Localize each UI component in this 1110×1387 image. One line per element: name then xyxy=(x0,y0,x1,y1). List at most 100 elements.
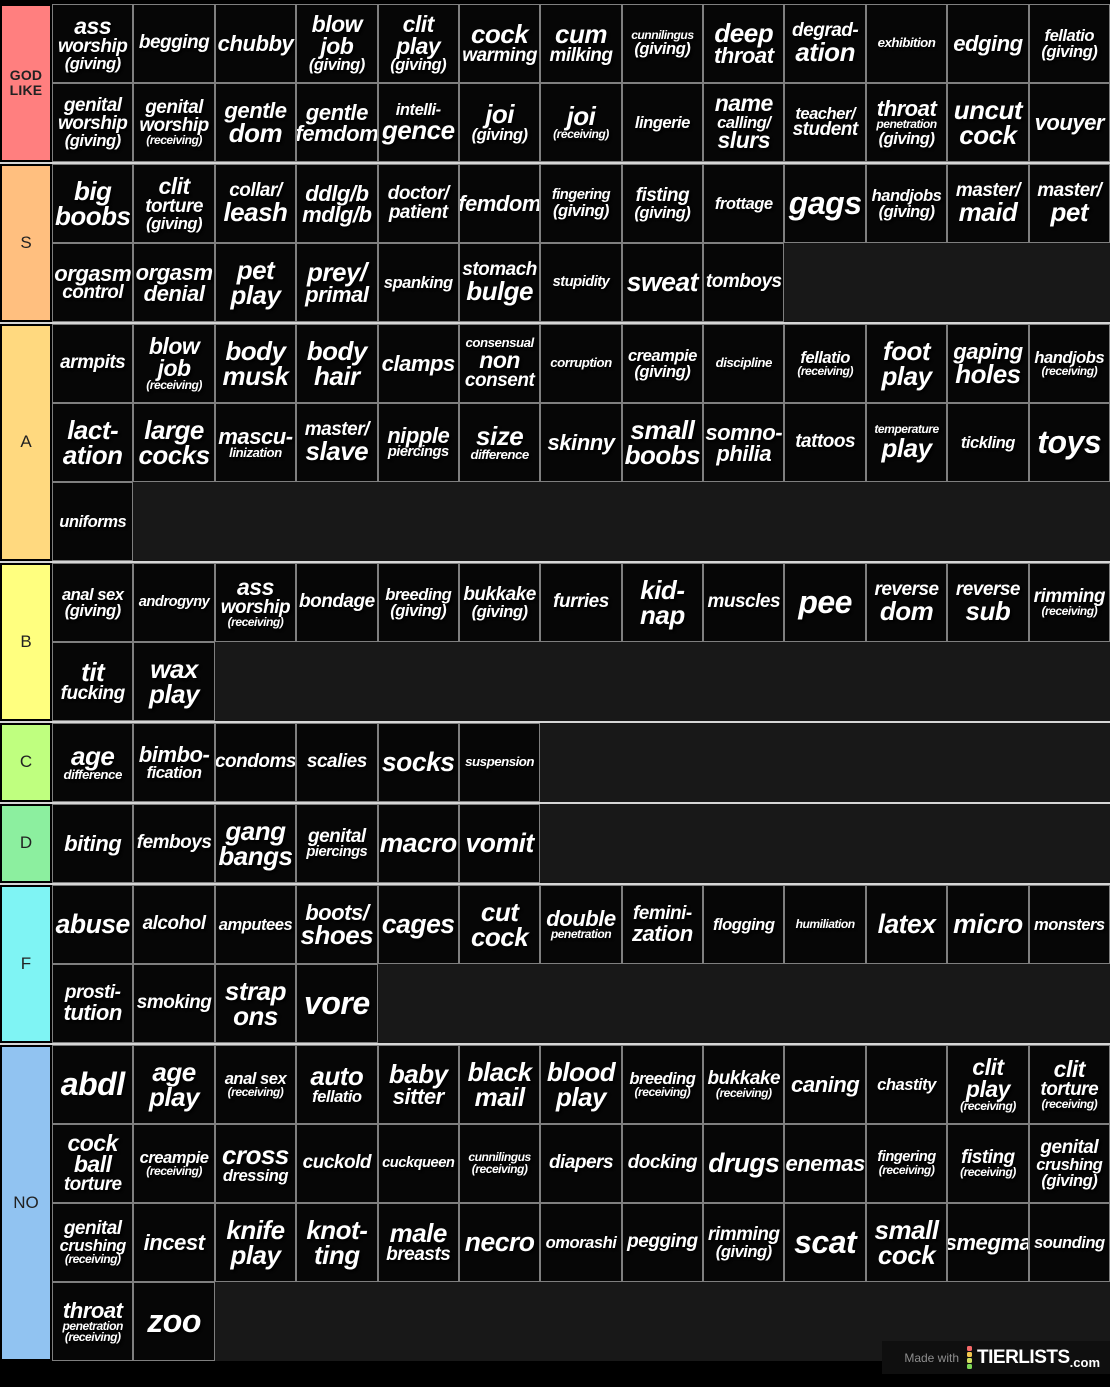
tier-item[interactable]: black mail xyxy=(458,1045,541,1124)
tier-item[interactable]: throat penetration (giving) xyxy=(865,83,948,162)
tier-item[interactable]: macro xyxy=(377,804,459,883)
tier-item[interactable]: skinny xyxy=(540,403,622,482)
tier-item[interactable]: cuckqueen xyxy=(377,1124,459,1203)
tier-item[interactable]: diapers xyxy=(540,1124,622,1203)
tier-item[interactable]: creampie (giving) xyxy=(621,324,704,403)
tier-item[interactable]: clit torture (receiving) xyxy=(1028,1045,1110,1124)
tier-item[interactable]: deep throat xyxy=(703,4,785,83)
tier-item[interactable]: femini-zation xyxy=(621,885,704,964)
tier-item[interactable]: knot-ting xyxy=(296,1203,378,1282)
tier-item[interactable]: sweat xyxy=(621,243,704,322)
tier-item[interactable]: genital crushing (giving) xyxy=(1028,1124,1110,1203)
tier-item[interactable]: name calling/slurs xyxy=(703,83,785,162)
tier-item[interactable]: age difference xyxy=(52,723,134,802)
tier-item[interactable]: chastity xyxy=(865,1045,948,1124)
tier-item[interactable]: foot play xyxy=(865,324,948,403)
tier-item[interactable]: somno-philia xyxy=(703,403,785,482)
tier-item[interactable]: condoms xyxy=(214,723,297,802)
tier-item[interactable]: ddlg/b mdlg/b xyxy=(296,164,378,243)
tier-item[interactable]: teacher/student xyxy=(784,83,866,162)
tier-item[interactable]: vore xyxy=(296,964,378,1043)
tier-item[interactable]: nipple piercings xyxy=(377,403,459,482)
tier-item[interactable]: clamps xyxy=(377,324,459,403)
tier-item[interactable]: femboys xyxy=(133,804,215,883)
tier-item[interactable]: joi (giving) xyxy=(458,83,541,162)
tier-item[interactable]: pee xyxy=(784,563,866,642)
tier-item[interactable]: scalies xyxy=(296,723,378,802)
tier-item[interactable]: kid-nap xyxy=(621,563,704,642)
tier-item[interactable]: smoking xyxy=(133,964,215,1043)
tier-item[interactable]: breeding (giving) xyxy=(377,563,459,642)
tier-item[interactable]: small cock xyxy=(865,1203,948,1282)
tier-item[interactable]: sounding xyxy=(1028,1203,1110,1282)
footer-credit[interactable]: Made with TIERLISTS .com xyxy=(882,1341,1110,1374)
tier-item[interactable]: reverse dom xyxy=(865,563,948,642)
tier-item[interactable]: throat penetration (receiving) xyxy=(52,1282,134,1361)
tier-item[interactable]: bimbo-fication xyxy=(133,723,215,802)
tier-item[interactable]: stomach bulge xyxy=(458,243,541,322)
tier-item[interactable]: anal sex (giving) xyxy=(52,563,134,642)
tier-item[interactable]: consensual non consent xyxy=(458,324,541,403)
tier-item[interactable]: fellatio (giving) xyxy=(1028,4,1110,83)
tier-item[interactable]: lingerie xyxy=(621,83,704,162)
tier-item[interactable]: male breasts xyxy=(377,1203,459,1282)
tier-item[interactable]: strap ons xyxy=(214,964,297,1043)
tier-item[interactable]: smegma xyxy=(947,1203,1029,1282)
tier-item[interactable]: socks xyxy=(377,723,459,802)
tier-item[interactable]: big boobs xyxy=(52,164,134,243)
tier-item[interactable]: large cocks xyxy=(133,403,215,482)
tier-item[interactable]: clit torture (giving) xyxy=(133,164,215,243)
tier-item[interactable]: fisting (giving) xyxy=(621,164,704,243)
tier-item[interactable]: orgasm denial xyxy=(133,243,215,322)
tier-item[interactable]: cages xyxy=(377,885,459,964)
tier-item[interactable]: auto fellatio xyxy=(296,1045,378,1124)
tier-item[interactable]: ass worship (receiving) xyxy=(214,563,297,642)
tier-item[interactable]: omorashi xyxy=(540,1203,622,1282)
tier-item[interactable]: genital worship (receiving) xyxy=(133,83,215,162)
tier-item[interactable]: pet play xyxy=(214,243,297,322)
tier-item[interactable]: boots/shoes xyxy=(296,885,378,964)
tier-item[interactable]: corruption xyxy=(540,324,622,403)
tier-item[interactable]: cross dressing xyxy=(214,1124,297,1203)
tier-item[interactable]: master/pet xyxy=(1028,164,1110,243)
tier-item[interactable]: gags xyxy=(784,164,866,243)
tier-item[interactable]: age play xyxy=(133,1045,215,1124)
tier-item[interactable]: blow job (giving) xyxy=(296,4,378,83)
tier-item[interactable]: exhibition xyxy=(865,4,948,83)
tier-item[interactable]: rimming (receiving) xyxy=(1028,563,1110,642)
tier-item[interactable]: joi (receiving) xyxy=(540,83,622,162)
tier-item[interactable]: tattoos xyxy=(784,403,866,482)
tier-item[interactable]: bondage xyxy=(296,563,378,642)
tier-item[interactable]: bukkake (receiving) xyxy=(703,1045,785,1124)
tier-item[interactable]: gentle femdom xyxy=(296,83,378,162)
tier-item[interactable]: genital worship (giving) xyxy=(52,83,134,162)
tier-item[interactable]: small boobs xyxy=(621,403,704,482)
tier-item[interactable]: abuse xyxy=(52,885,134,964)
tier-item[interactable]: master/slave xyxy=(296,403,378,482)
tier-item[interactable]: vouyer xyxy=(1028,83,1110,162)
tier-item[interactable]: scat xyxy=(784,1203,866,1282)
tier-item[interactable]: spanking xyxy=(377,243,459,322)
tier-item[interactable]: toys xyxy=(1028,403,1110,482)
tier-item[interactable]: latex xyxy=(865,885,948,964)
tier-item[interactable]: size difference xyxy=(458,403,541,482)
tier-item[interactable]: tit fucking xyxy=(52,642,134,721)
tier-item[interactable]: cock ball torture xyxy=(52,1124,134,1203)
tier-item[interactable]: femdom xyxy=(458,164,541,243)
tier-item[interactable]: body musk xyxy=(214,324,297,403)
tier-item[interactable]: ass worship (giving) xyxy=(52,4,134,83)
tier-item[interactable]: collar/leash xyxy=(214,164,297,243)
tier-item[interactable]: cut cock xyxy=(458,885,541,964)
tier-item[interactable]: discipline xyxy=(703,324,785,403)
tier-item[interactable]: fisting (receiving) xyxy=(947,1124,1029,1203)
tier-item[interactable]: uncut cock xyxy=(947,83,1029,162)
tier-item[interactable]: edging xyxy=(947,4,1029,83)
tier-item[interactable]: begging xyxy=(133,4,215,83)
tier-item[interactable]: gentle dom xyxy=(214,83,297,162)
tier-item[interactable]: micro xyxy=(947,885,1029,964)
tier-item[interactable]: caning xyxy=(784,1045,866,1124)
tier-item[interactable]: double penetration xyxy=(540,885,622,964)
tier-item[interactable]: doctor/patient xyxy=(377,164,459,243)
tier-item[interactable]: cuckold xyxy=(296,1124,378,1203)
tier-item[interactable]: blood play xyxy=(540,1045,622,1124)
